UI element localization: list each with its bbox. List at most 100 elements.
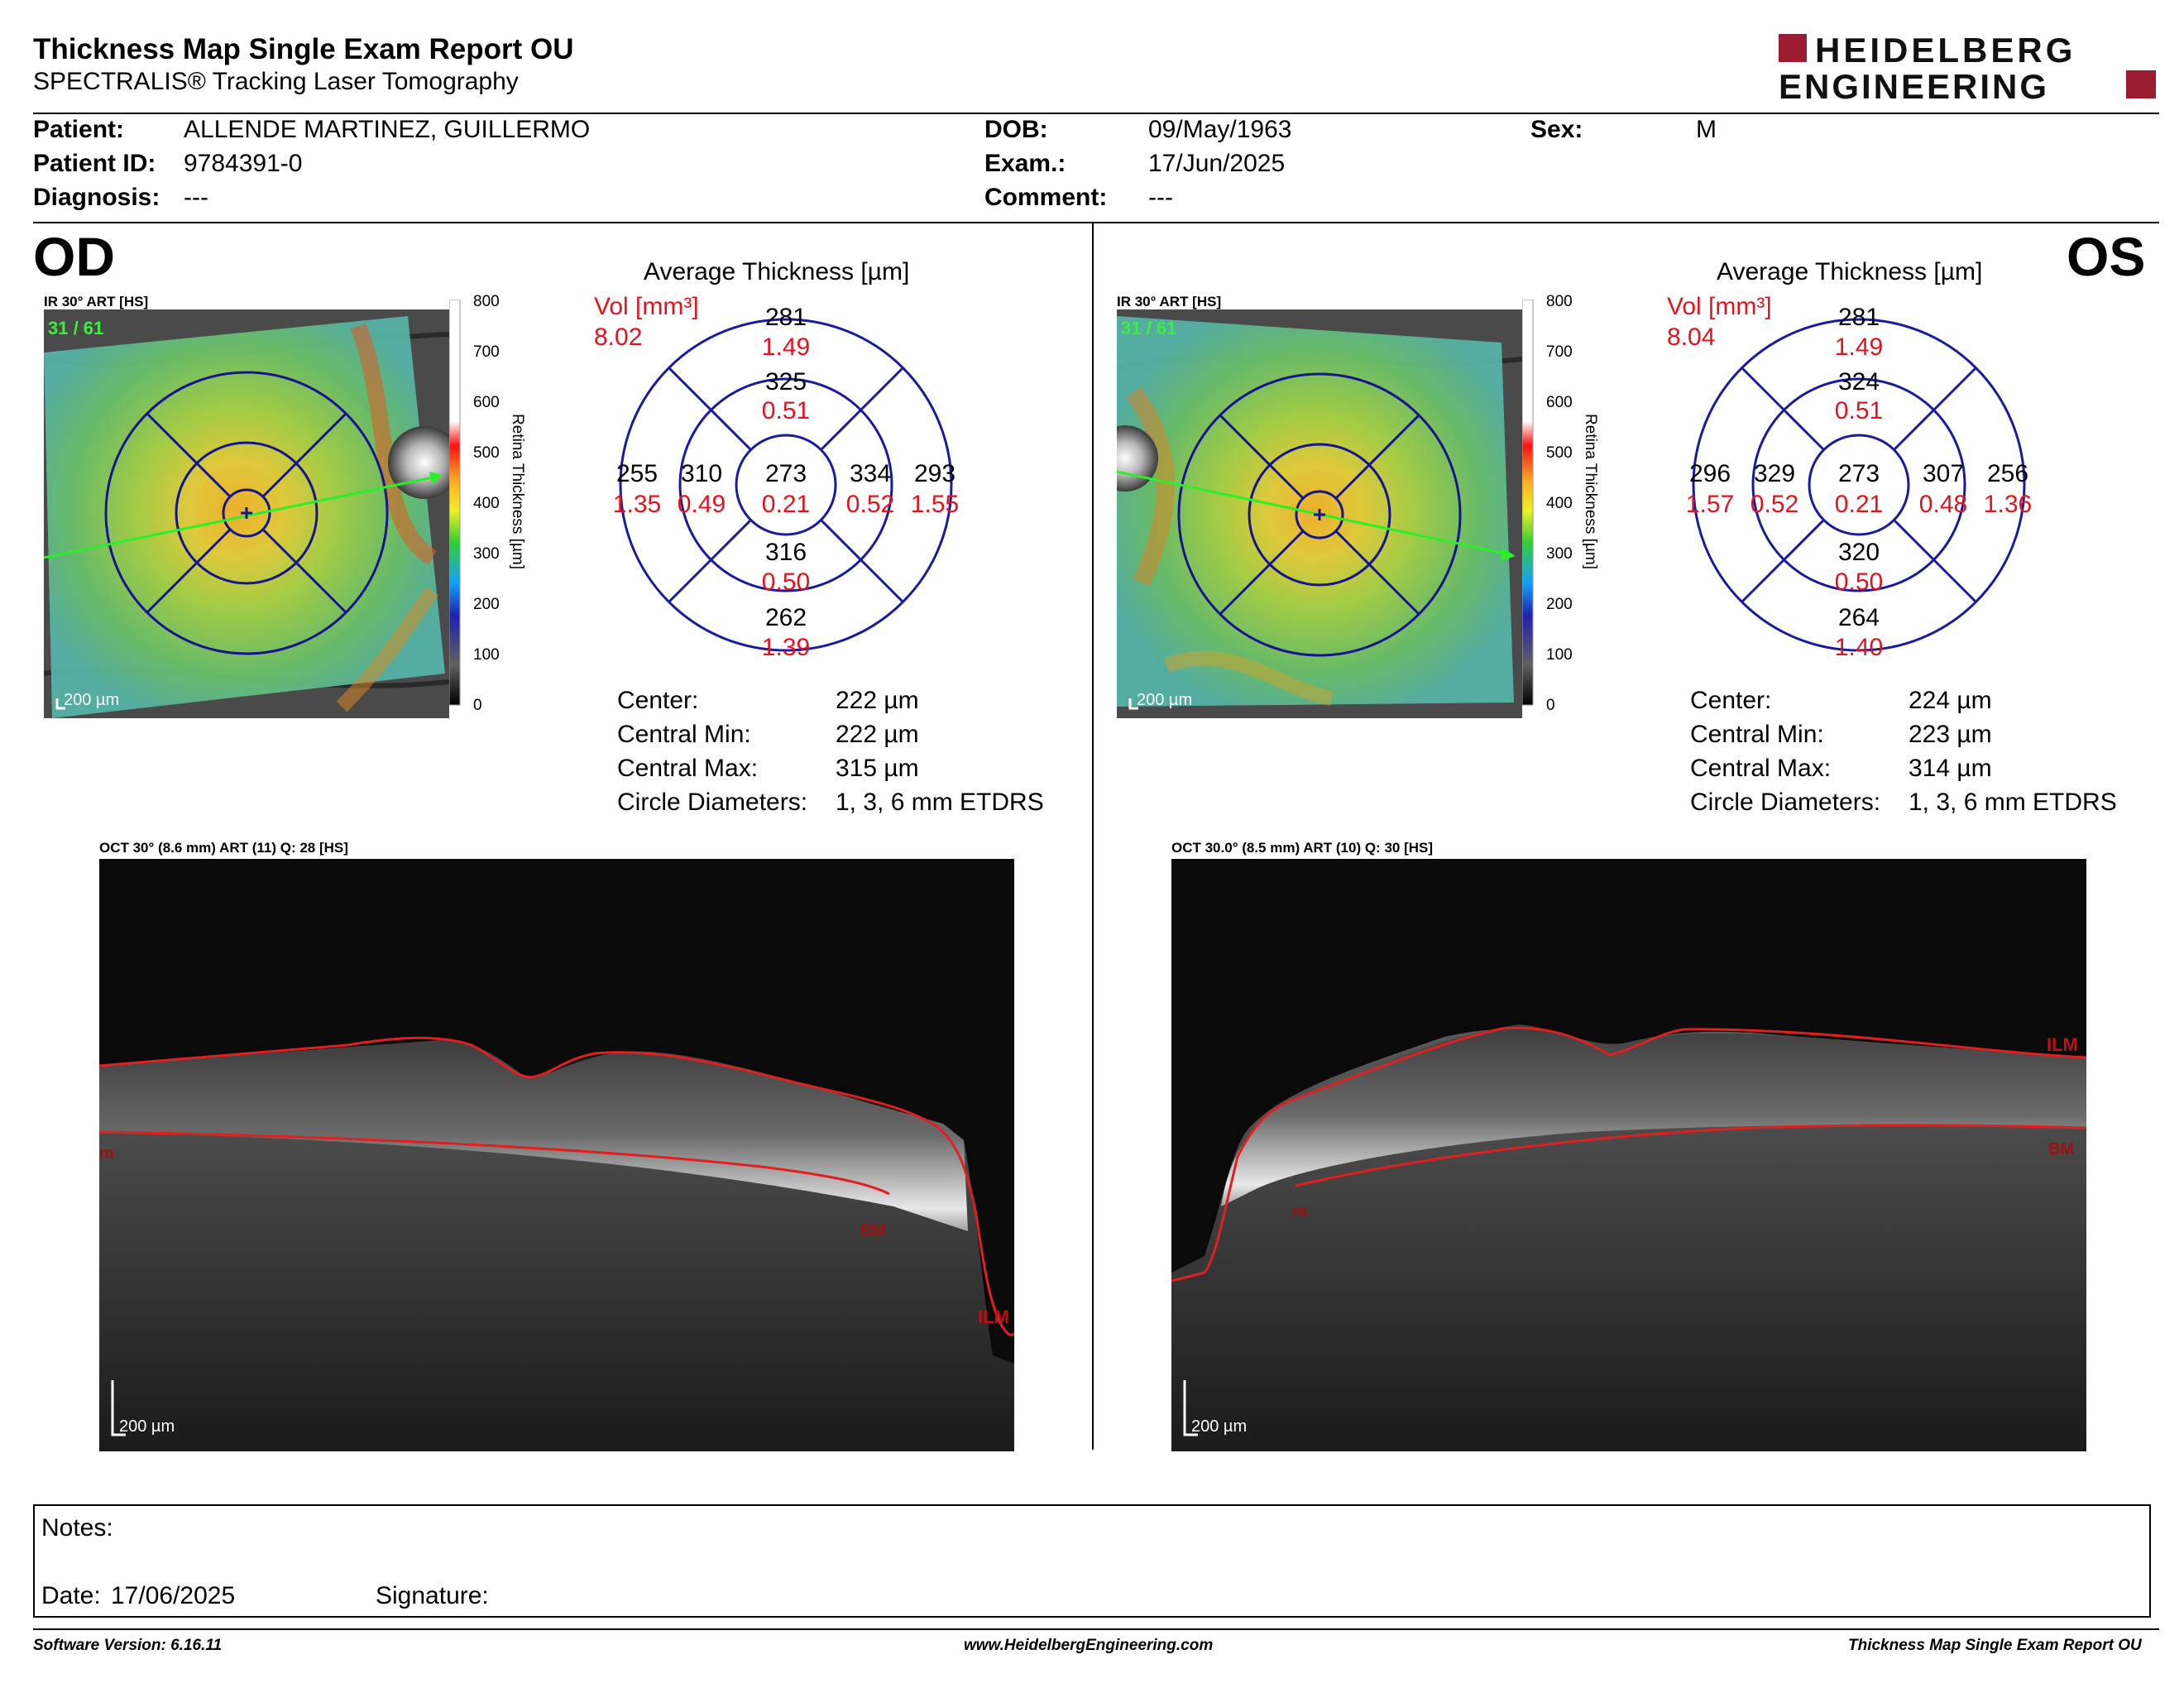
report-title: Thickness Map Single Exam Report OU bbox=[33, 33, 574, 65]
diagnosis-label: Diagnosis: bbox=[33, 184, 160, 211]
os-inner-inf-thickness: 320 bbox=[1838, 539, 1880, 566]
od-cbar-tick: 500 bbox=[473, 444, 500, 462]
svg-text:ENGINEERING: ENGINEERING bbox=[1779, 67, 2049, 103]
patient-name: ALLENDE MARTINEZ, GUILLERMO bbox=[184, 116, 591, 143]
os-cbar-tick: 600 bbox=[1546, 394, 1573, 411]
od-oct-label: OCT 30° (8.6 mm) ART (11) Q: 28 [HS] bbox=[99, 840, 348, 856]
dob-value: 09/May/1963 bbox=[1148, 116, 1292, 143]
od-center-volume: 0.21 bbox=[762, 491, 810, 518]
os-outer-inf-thickness: 264 bbox=[1838, 604, 1880, 631]
signature-label: Signature: bbox=[376, 1582, 489, 1609]
dob-label: DOB: bbox=[984, 116, 1048, 143]
patient-label: Patient: bbox=[33, 116, 125, 143]
od-inner-inf-thickness: 316 bbox=[765, 539, 807, 566]
os-grid-title: Average Thickness [µm] bbox=[1717, 258, 1983, 285]
od-inner-left-thickness: 310 bbox=[681, 460, 722, 487]
od-oct-bscan: m BM ILM 200 µm bbox=[99, 859, 1014, 1451]
os-colorbar-title: Retina Thickness [µm] bbox=[1582, 414, 1599, 569]
os-vol-total: 8.04 bbox=[1667, 324, 1716, 351]
os-inner-left-thickness: 329 bbox=[1754, 460, 1795, 487]
footer-divider bbox=[33, 1628, 2159, 1630]
od-oct-scale: 200 µm bbox=[119, 1417, 175, 1436]
os-diam-value: 1, 3, 6 mm ETDRS bbox=[1909, 789, 2117, 816]
od-colorbar-ticks: 800 700 600 500 400 300 200 100 0 bbox=[447, 293, 546, 714]
od-center-value: 222 µm bbox=[836, 687, 919, 714]
os-cbar-tick: 0 bbox=[1546, 697, 1555, 714]
os-colorbar-ticks: 800 700 600 500 400 300 200 100 0 bbox=[1520, 293, 1619, 714]
od-outer-inf-thickness: 262 bbox=[765, 604, 807, 631]
os-oct-bscan: m BM ILM 200 µm bbox=[1171, 859, 2086, 1451]
os-outer-inf-volume: 1.40 bbox=[1835, 634, 1883, 661]
od-ir-label: IR 30° ART [HS] bbox=[44, 294, 149, 309]
od-outer-right-volume: 1.55 bbox=[911, 491, 959, 518]
website-link[interactable]: www.HeidelbergEngineering.com bbox=[964, 1637, 1214, 1654]
od-outer-sup-volume: 1.49 bbox=[762, 333, 810, 361]
od-outer-right-thickness: 293 bbox=[914, 460, 956, 487]
footer-report-title: Thickness Map Single Exam Report OU bbox=[1848, 1637, 2142, 1654]
od-colorbar-title: Retina Thickness [µm] bbox=[509, 414, 526, 569]
os-ir-label: IR 30° ART [HS] bbox=[1117, 294, 1222, 309]
od-inner-right-thickness: 334 bbox=[850, 460, 891, 487]
date-label: Date: bbox=[41, 1582, 101, 1609]
comment-label: Comment: bbox=[984, 184, 1108, 211]
od-min-label: Central Min: bbox=[617, 721, 751, 748]
svg-text:Retina Thickness [µm]: Retina Thickness [µm] bbox=[509, 414, 526, 569]
od-grid-title: Average Thickness [µm] bbox=[644, 258, 910, 285]
os-etdrs-grid: 273 0.21 324 0.51 320 0.50 329 0.52 307 … bbox=[1686, 304, 2032, 661]
os-outer-left-volume: 1.57 bbox=[1686, 491, 1734, 518]
os-max-label: Central Max: bbox=[1690, 755, 1832, 782]
od-cbar-tick: 0 bbox=[473, 697, 482, 714]
od-cbar-tick: 600 bbox=[473, 394, 500, 411]
os-outer-right-thickness: 256 bbox=[1987, 460, 2028, 487]
od-eye-label: OD bbox=[33, 226, 115, 287]
svg-text:Retina Thickness [µm]: Retina Thickness [µm] bbox=[1582, 414, 1599, 569]
os-min-label: Central Min: bbox=[1690, 721, 1824, 748]
os-m-marker: m bbox=[1292, 1202, 1307, 1220]
od-outer-sup-thickness: 281 bbox=[765, 304, 807, 331]
date-value: 17/06/2025 bbox=[111, 1582, 236, 1609]
od-inner-right-volume: 0.52 bbox=[846, 491, 894, 518]
od-outer-left-volume: 1.35 bbox=[613, 491, 661, 518]
os-fundus-map: 31 / 61 200 µm bbox=[1117, 309, 1522, 718]
os-cbar-tick: 300 bbox=[1546, 545, 1573, 563]
os-diam-label: Circle Diameters: bbox=[1690, 789, 1881, 816]
exam-value: 17/Jun/2025 bbox=[1148, 150, 1286, 177]
os-eye-label: OS bbox=[2067, 226, 2146, 287]
os-max-value: 314 µm bbox=[1909, 755, 1992, 782]
os-cbar-tick: 400 bbox=[1546, 495, 1573, 512]
os-cbar-tick: 100 bbox=[1546, 646, 1573, 664]
os-cbar-tick: 700 bbox=[1546, 343, 1573, 361]
os-outer-sup-volume: 1.49 bbox=[1835, 333, 1883, 361]
os-oct-label: OCT 30.0° (8.5 mm) ART (10) Q: 30 [HS] bbox=[1171, 840, 1434, 856]
os-inner-right-thickness: 307 bbox=[1923, 460, 1964, 487]
notes-label: Notes: bbox=[41, 1514, 113, 1542]
os-outer-left-thickness: 296 bbox=[1689, 460, 1731, 487]
os-bm-marker: BM bbox=[2048, 1140, 2074, 1158]
patient-divider bbox=[33, 222, 2159, 223]
notes-panel: Notes: Date: 17/06/2025 Signature: bbox=[33, 1504, 2151, 1618]
od-cbar-tick: 200 bbox=[473, 596, 500, 613]
os-center-value: 224 µm bbox=[1909, 687, 1992, 714]
os-cbar-tick: 500 bbox=[1546, 444, 1573, 462]
od-diam-label: Circle Diameters: bbox=[617, 789, 808, 816]
od-outer-left-thickness: 255 bbox=[616, 460, 658, 487]
eye-divider bbox=[1092, 223, 1094, 1450]
od-cbar-tick: 700 bbox=[473, 343, 500, 361]
od-inner-sup-volume: 0.51 bbox=[762, 397, 810, 424]
od-etdrs-grid: 273 0.21 325 0.51 316 0.50 310 0.49 334 … bbox=[613, 304, 959, 661]
od-diam-value: 1, 3, 6 mm ETDRS bbox=[836, 789, 1044, 816]
od-cbar-tick: 100 bbox=[473, 646, 500, 664]
os-min-value: 223 µm bbox=[1909, 721, 1992, 748]
sex-label: Sex: bbox=[1530, 116, 1583, 143]
sex-value: M bbox=[1696, 116, 1717, 143]
od-cbar-tick: 800 bbox=[473, 293, 500, 310]
od-inner-sup-thickness: 325 bbox=[765, 368, 807, 396]
os-center-label: Center: bbox=[1690, 687, 1772, 714]
header-divider bbox=[33, 113, 2159, 114]
od-inner-inf-volume: 0.50 bbox=[762, 568, 810, 596]
od-max-value: 315 µm bbox=[836, 755, 919, 782]
os-outer-right-volume: 1.36 bbox=[1984, 491, 2032, 518]
od-bm-marker: BM bbox=[860, 1222, 886, 1240]
os-cbar-tick: 800 bbox=[1546, 293, 1573, 310]
od-cbar-tick: 400 bbox=[473, 495, 500, 512]
